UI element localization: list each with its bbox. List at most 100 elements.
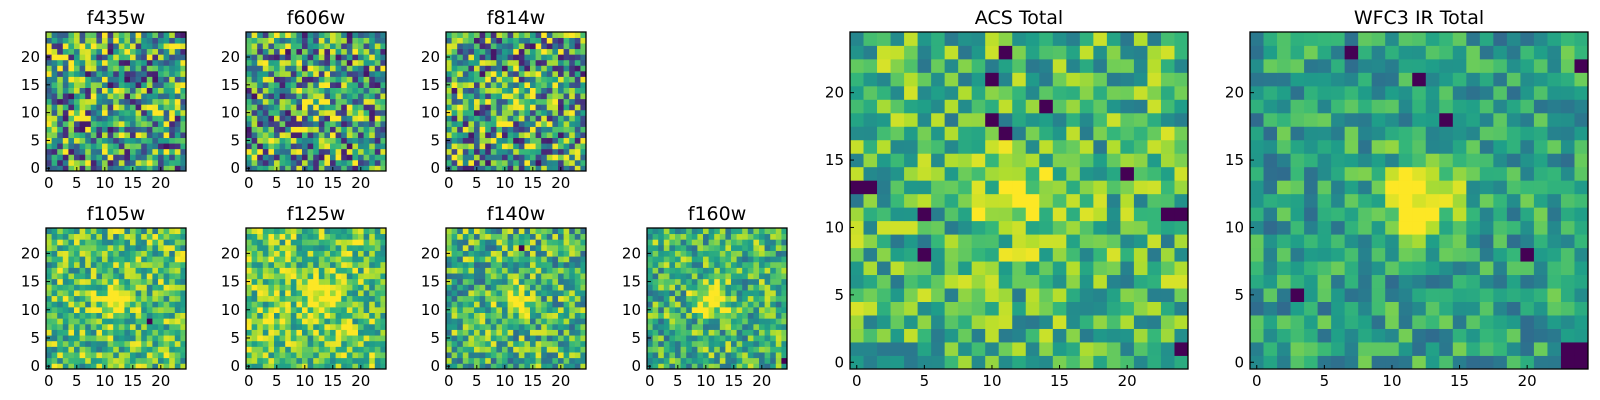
pixel (719, 346, 726, 353)
pixel (457, 335, 464, 342)
pixel (647, 295, 653, 302)
pixel (944, 328, 959, 343)
y-tick-label: 5 (30, 131, 40, 149)
pixel (285, 48, 292, 55)
pixel (1066, 153, 1081, 168)
pixel (652, 228, 659, 235)
pixel (1133, 180, 1148, 195)
pixel (79, 323, 86, 330)
pixel (708, 261, 715, 268)
pixel (279, 312, 286, 319)
pixel (708, 346, 715, 353)
pixel (1052, 180, 1067, 195)
pixel (535, 65, 542, 72)
pixel (708, 312, 715, 319)
pixel (1120, 355, 1135, 370)
pixel (747, 318, 754, 325)
pixel (251, 54, 258, 61)
pixel (719, 352, 726, 359)
pixel (524, 284, 531, 291)
pixel (285, 278, 292, 285)
pixel (279, 239, 286, 246)
pixel (731, 301, 737, 308)
pixel (51, 59, 58, 66)
pixel (468, 256, 475, 263)
pixel (770, 323, 777, 330)
pixel (1052, 153, 1067, 168)
pixel (507, 250, 514, 257)
pixel (246, 340, 252, 347)
pixel (46, 87, 52, 94)
pixel (507, 59, 514, 66)
pixel (302, 318, 308, 325)
pixel (451, 154, 458, 161)
pixel (146, 301, 153, 308)
y-tick-label: 15 (221, 76, 240, 94)
pixel (346, 233, 353, 240)
axes-frame (245, 31, 387, 172)
pixel (302, 93, 308, 100)
pixel (90, 357, 97, 364)
pixel (719, 273, 726, 280)
pixel (363, 284, 370, 291)
pixel (79, 290, 86, 297)
pixel (490, 148, 497, 155)
pixel (917, 328, 932, 343)
pixel (57, 76, 64, 83)
pixel (268, 37, 275, 44)
pixel (335, 148, 342, 155)
pixel (358, 159, 364, 166)
pixel (507, 154, 514, 161)
pixel (1079, 247, 1094, 262)
pixel (146, 76, 153, 83)
pixel (530, 143, 536, 150)
pixel (313, 137, 320, 144)
pixel (318, 132, 325, 139)
pixel (1133, 220, 1148, 235)
pixel (146, 159, 153, 166)
pixel (731, 228, 737, 235)
pixel (90, 82, 97, 88)
pixel (352, 323, 359, 330)
pixel (324, 357, 331, 364)
pixel (102, 301, 108, 308)
pixel (1120, 193, 1135, 208)
pixel (79, 340, 86, 347)
pixel (552, 70, 559, 77)
pixel (1066, 355, 1081, 370)
pixel (257, 132, 264, 139)
pixel (753, 318, 760, 325)
pixel (180, 335, 187, 342)
pixel (118, 284, 125, 291)
y-tick-label: 10 (21, 104, 40, 122)
pixel (725, 306, 732, 313)
pixel (546, 137, 553, 144)
pixel (462, 65, 469, 72)
pixel (174, 109, 181, 116)
pixel (747, 278, 754, 285)
pixel (285, 54, 292, 61)
pixel (246, 267, 252, 274)
pixel (107, 87, 114, 94)
pixel (697, 346, 704, 353)
pixel (558, 340, 564, 347)
pixel (736, 352, 743, 359)
pixel (1093, 301, 1108, 316)
pixel (262, 346, 269, 353)
pixel (1147, 207, 1162, 222)
pixel (135, 233, 142, 240)
pixel (563, 228, 570, 235)
pixel (535, 256, 542, 263)
pixel (268, 32, 275, 38)
pixel (580, 273, 587, 280)
pixel (324, 284, 331, 291)
pixel (580, 295, 587, 302)
pixel (580, 37, 587, 44)
pixel (474, 244, 480, 251)
pixel (307, 148, 314, 155)
pixel (141, 233, 148, 240)
pixel (274, 301, 280, 308)
pixel (518, 239, 525, 246)
pixel (352, 256, 359, 263)
pixel (318, 329, 325, 336)
